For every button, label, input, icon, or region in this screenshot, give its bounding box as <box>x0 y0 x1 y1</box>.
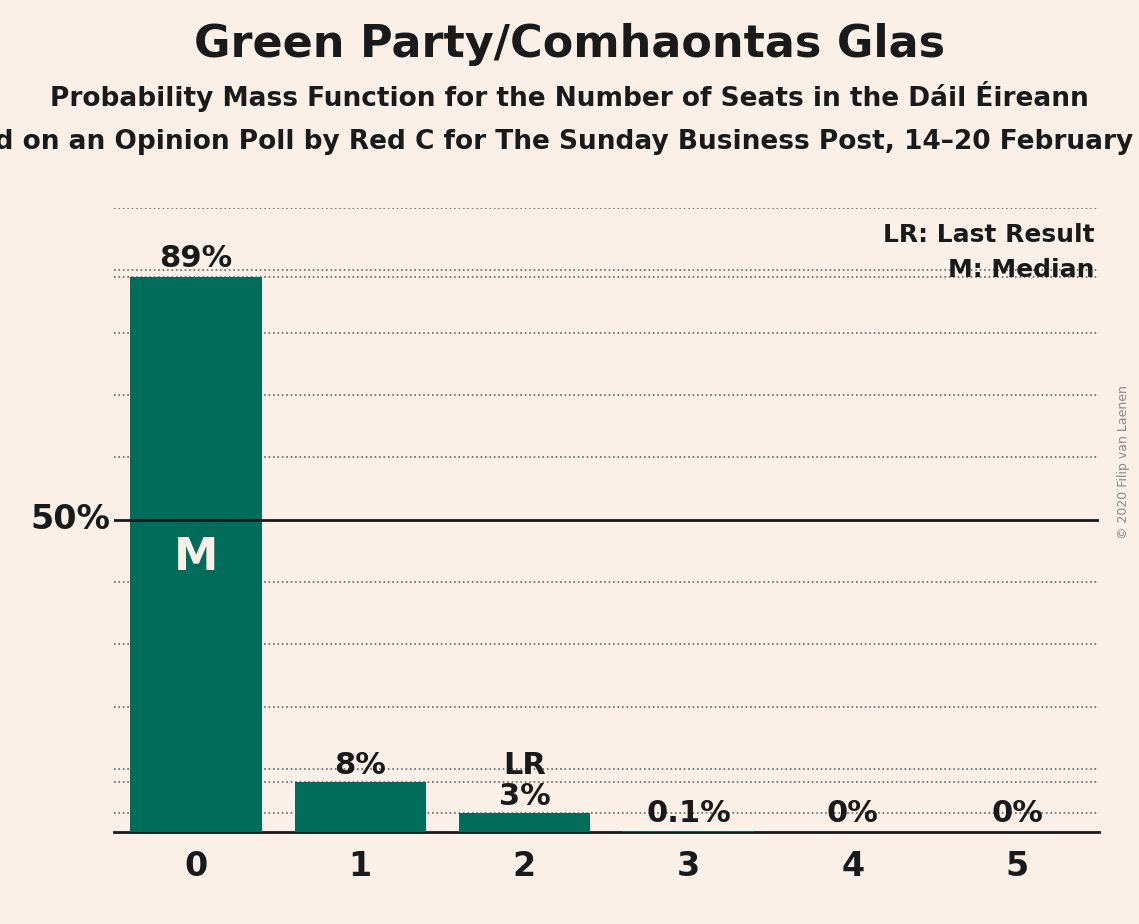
Text: Green Party/Comhaontas Glas: Green Party/Comhaontas Glas <box>194 23 945 67</box>
Text: Based on an Opinion Poll by Red C for The Sunday Business Post, 14–20 February 2: Based on an Opinion Poll by Red C for Th… <box>0 129 1139 155</box>
Text: M: M <box>174 536 219 578</box>
Text: LR: Last Result: LR: Last Result <box>883 224 1095 248</box>
Text: 50%: 50% <box>31 504 110 536</box>
Text: M: Median: M: Median <box>948 258 1095 282</box>
Text: 89%: 89% <box>159 244 232 274</box>
Bar <box>130 276 262 832</box>
Text: 0.1%: 0.1% <box>646 799 731 829</box>
Text: Probability Mass Function for the Number of Seats in the Dáil Éireann: Probability Mass Function for the Number… <box>50 81 1089 113</box>
Text: 8%: 8% <box>334 751 386 780</box>
Bar <box>459 813 590 832</box>
Bar <box>295 782 426 832</box>
Text: © 2020 Filip van Laenen: © 2020 Filip van Laenen <box>1117 385 1130 539</box>
Text: LR: LR <box>503 751 546 781</box>
Text: 0%: 0% <box>827 799 879 829</box>
Text: 3%: 3% <box>499 782 550 811</box>
Text: 0%: 0% <box>991 799 1043 829</box>
